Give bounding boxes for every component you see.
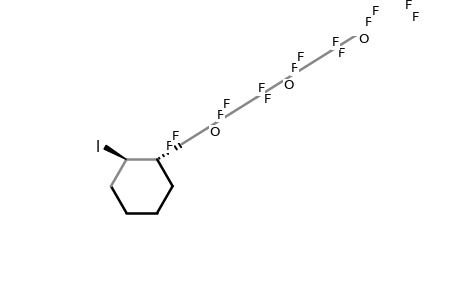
Polygon shape [104, 145, 126, 160]
Text: I: I [96, 140, 100, 155]
Text: F: F [364, 16, 372, 29]
Text: F: F [263, 93, 270, 106]
Text: F: F [370, 5, 378, 18]
Text: O: O [209, 126, 219, 139]
Text: F: F [257, 82, 264, 95]
Text: F: F [297, 52, 304, 64]
Text: F: F [337, 47, 345, 60]
Text: F: F [172, 130, 179, 143]
Text: F: F [410, 11, 418, 23]
Text: O: O [283, 79, 294, 92]
Text: F: F [404, 0, 412, 12]
Text: F: F [290, 62, 297, 75]
Text: O: O [358, 33, 368, 46]
Text: F: F [216, 109, 224, 122]
Text: F: F [331, 36, 339, 49]
Text: F: F [222, 98, 230, 111]
Text: F: F [166, 140, 173, 153]
